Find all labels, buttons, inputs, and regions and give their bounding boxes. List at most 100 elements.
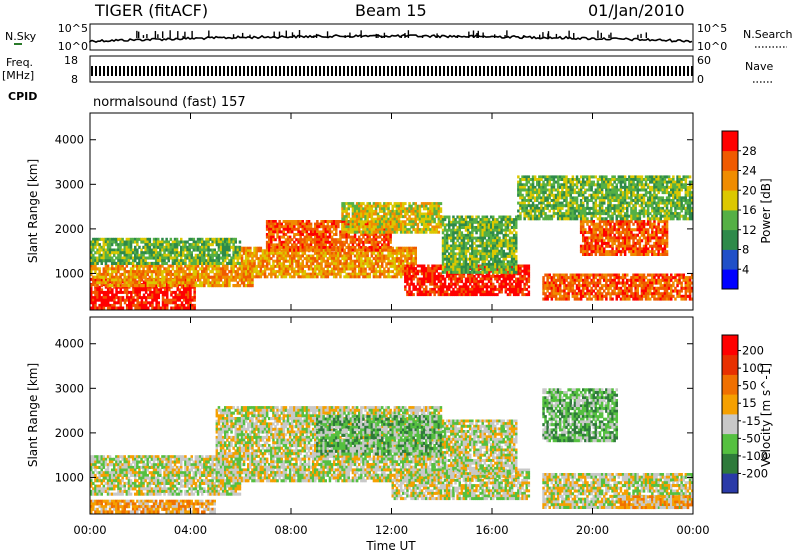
heatmap-cell — [399, 270, 403, 274]
heatmap-cell — [115, 270, 118, 274]
heatmap-cell — [360, 212, 363, 216]
heatmap-cell — [121, 290, 125, 294]
heatmap-cell — [481, 280, 484, 284]
heatmap-cell — [387, 243, 390, 247]
heatmap-cell — [366, 207, 369, 211]
heatmap-cell — [391, 251, 394, 255]
heatmap-cell — [182, 253, 185, 257]
heatmap-cell — [171, 278, 175, 282]
heatmap-cell — [100, 256, 103, 260]
heatmap-cell — [180, 240, 183, 244]
heatmap-cell — [163, 253, 166, 257]
heatmap-cell — [134, 259, 137, 263]
heatmap-cell — [104, 281, 108, 285]
heatmap-cell — [244, 259, 248, 263]
heatmap-cell — [192, 248, 196, 252]
heatmap-cell — [150, 278, 154, 282]
heatmap-cell — [119, 298, 122, 302]
heatmap-cell — [293, 248, 296, 252]
heatmap-cell — [307, 220, 311, 223]
heatmap-cell — [355, 215, 359, 219]
heatmap-cell — [96, 272, 99, 277]
heatmap-cell — [332, 272, 336, 276]
heatmap-cell — [410, 259, 413, 263]
heatmap-cell — [201, 237, 204, 241]
heatmap-cell — [213, 272, 216, 277]
heatmap-cell — [125, 237, 129, 241]
heatmap-cell — [148, 243, 152, 247]
heatmap-cell — [337, 272, 340, 276]
heatmap-cell — [374, 272, 378, 276]
heatmap-cell — [370, 230, 374, 234]
heatmap-cell — [217, 240, 221, 244]
heatmap-cell — [343, 243, 346, 247]
heatmap-cell — [347, 264, 350, 268]
heatmap-cell — [242, 264, 246, 268]
heatmap-cell — [339, 259, 342, 263]
heatmap-cell — [265, 251, 269, 255]
heatmap-cell — [100, 296, 104, 300]
heatmap-cell — [149, 288, 152, 292]
heatmap-cell — [387, 238, 390, 242]
heatmap-cell — [351, 202, 355, 206]
heatmap-cell — [280, 235, 283, 239]
heatmap-cell — [125, 248, 129, 252]
heatmap-cell — [496, 255, 499, 258]
heatmap-cell — [140, 264, 143, 268]
heatmap-cell — [347, 243, 350, 247]
heatmap-cell — [165, 278, 168, 282]
heatmap-cell — [187, 298, 190, 302]
heatmap-cell — [412, 269, 415, 273]
heatmap-cell — [311, 272, 315, 276]
heatmap-cell — [189, 301, 192, 305]
heatmap-cell — [372, 248, 376, 252]
heatmap-cell — [307, 248, 311, 252]
heatmap-cell — [297, 272, 300, 276]
heatmap-cell — [232, 256, 235, 260]
heatmap-cell — [374, 262, 378, 266]
heatmap-cell — [353, 259, 357, 263]
heatmap-cell — [343, 202, 346, 206]
heatmap-cell — [324, 227, 327, 231]
heatmap-cell — [130, 290, 133, 294]
heatmap-cell — [314, 248, 317, 252]
heatmap-cell — [115, 272, 118, 277]
heatmap-cell — [209, 284, 212, 288]
heatmap-cell — [119, 301, 122, 305]
heatmap-cell — [326, 270, 330, 274]
heatmap-cell — [157, 290, 160, 294]
heatmap-cell — [370, 254, 374, 258]
heatmap-cell — [121, 264, 124, 268]
heatmap-cell — [215, 281, 219, 285]
heatmap-cell — [347, 272, 350, 276]
heatmap-cell — [142, 303, 146, 307]
heatmap-cell — [217, 261, 221, 265]
heatmap-cell — [494, 285, 497, 289]
heatmap-cell — [189, 285, 192, 289]
heatmap-cell — [152, 267, 156, 271]
heatmap-cell — [274, 238, 277, 242]
heatmap-cell — [196, 275, 200, 279]
heatmap-cell — [236, 267, 240, 271]
heatmap-cell — [305, 233, 309, 236]
heatmap-cell — [295, 227, 298, 231]
heatmap-cell — [146, 264, 149, 268]
heatmap-cell — [253, 259, 256, 263]
heatmap-cell — [295, 270, 298, 274]
heatmap-cell — [136, 288, 139, 292]
heatmap-cell — [94, 270, 97, 274]
heatmap-cell — [372, 225, 376, 229]
heatmap-cell — [249, 272, 252, 276]
heatmap-cell — [230, 264, 233, 268]
heatmap-cell — [125, 288, 129, 292]
heatmap-cell — [92, 267, 95, 271]
heatmap-cell — [335, 240, 338, 244]
heatmap-cell — [108, 245, 112, 249]
heatmap-cell — [397, 246, 401, 250]
heatmap-cell — [232, 245, 235, 249]
heatmap-cell — [232, 243, 235, 247]
heatmap-cell — [219, 275, 223, 279]
heatmap-cell — [341, 207, 344, 211]
heatmap-cell — [343, 264, 346, 268]
heatmap-cell — [159, 259, 162, 263]
